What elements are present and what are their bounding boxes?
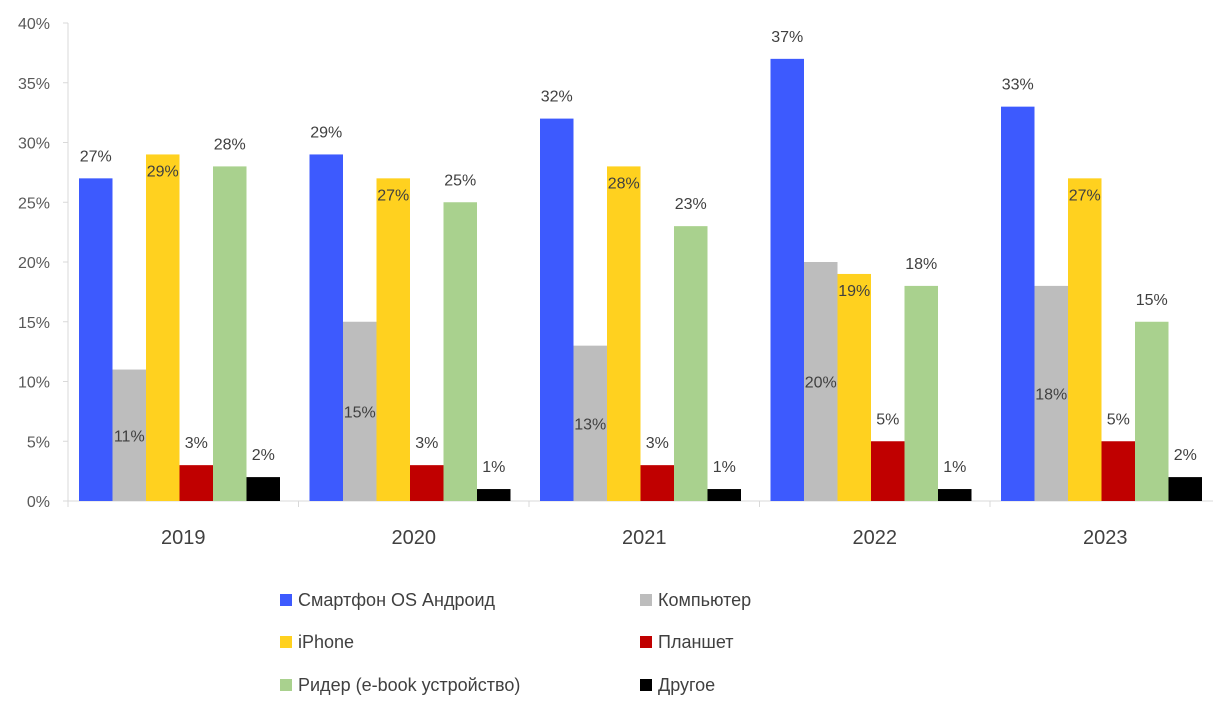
data-label: 18% — [1035, 386, 1067, 403]
legend-label: Другое — [658, 675, 715, 695]
bar — [707, 489, 741, 501]
bar — [804, 262, 838, 501]
bar — [1068, 178, 1102, 501]
bar — [112, 369, 146, 501]
data-label: 33% — [1002, 77, 1034, 94]
x-category-label: 2019 — [161, 527, 206, 549]
data-label: 1% — [713, 459, 736, 476]
data-label: 5% — [876, 411, 899, 428]
data-label: 29% — [310, 124, 342, 141]
bar — [179, 465, 213, 501]
x-category-label: 2022 — [853, 527, 898, 549]
legend-swatch — [640, 594, 652, 606]
bar — [1135, 321, 1169, 501]
legend-label: Смартфон OS Андроид — [298, 590, 496, 610]
bar — [1034, 285, 1068, 501]
legend-label: iPhone — [298, 632, 354, 652]
bar — [146, 154, 180, 501]
legend-swatch — [640, 679, 652, 691]
data-label: 3% — [415, 435, 438, 452]
y-tick-label: 10% — [18, 375, 50, 392]
y-tick-label: 15% — [18, 315, 50, 332]
x-category-label: 2023 — [1083, 527, 1128, 549]
x-category-label: 2021 — [622, 527, 667, 549]
bar — [573, 345, 607, 501]
legend-label: Ридер (e-book устройство) — [298, 675, 520, 695]
data-label: 19% — [838, 283, 870, 300]
bar — [1168, 477, 1202, 501]
bar — [770, 58, 804, 501]
bar — [837, 273, 871, 501]
bar — [213, 166, 247, 501]
data-label: 32% — [541, 89, 573, 106]
bar — [79, 178, 113, 501]
bar — [410, 465, 444, 501]
data-label: 28% — [214, 136, 246, 153]
data-label: 11% — [114, 428, 145, 445]
data-label: 2% — [1174, 447, 1197, 464]
data-label: 3% — [646, 435, 669, 452]
data-label: 15% — [1136, 292, 1168, 309]
legend-swatch — [640, 636, 652, 648]
bar — [477, 489, 511, 501]
y-tick-label: 25% — [18, 195, 50, 212]
bar — [904, 285, 938, 501]
bar — [343, 321, 377, 501]
data-label: 25% — [444, 172, 476, 189]
bar — [1001, 106, 1035, 502]
data-label: 1% — [943, 459, 966, 476]
legend-label: Планшет — [658, 632, 734, 652]
data-label: 3% — [185, 435, 208, 452]
data-label: 20% — [805, 375, 837, 392]
data-label: 1% — [482, 459, 505, 476]
bar — [607, 166, 641, 501]
data-label: 23% — [675, 196, 707, 213]
bar — [938, 489, 972, 501]
data-label: 29% — [147, 163, 179, 180]
bar — [540, 118, 574, 501]
legend-swatch — [280, 679, 292, 691]
data-label: 28% — [608, 175, 640, 192]
legend-label: Компьютер — [658, 590, 751, 610]
y-tick-label: 30% — [18, 136, 50, 153]
data-label: 15% — [344, 404, 376, 421]
bar — [674, 226, 708, 501]
data-label: 27% — [80, 148, 112, 165]
data-label: 37% — [771, 29, 803, 46]
data-label: 27% — [377, 187, 409, 204]
y-tick-label: 20% — [18, 255, 50, 272]
bar — [871, 441, 905, 501]
data-label: 27% — [1069, 187, 1101, 204]
y-tick-label: 40% — [18, 16, 50, 33]
bar — [640, 465, 674, 501]
bar — [309, 154, 343, 501]
legend-swatch — [280, 636, 292, 648]
bar — [1101, 441, 1135, 501]
bar — [376, 178, 410, 501]
data-label: 13% — [574, 416, 606, 433]
y-tick-label: 0% — [27, 494, 50, 511]
legend-swatch — [280, 594, 292, 606]
x-category-label: 2020 — [392, 527, 437, 549]
data-label: 18% — [905, 256, 937, 273]
y-tick-label: 35% — [18, 76, 50, 93]
bar — [443, 202, 477, 501]
bar — [246, 477, 280, 501]
y-tick-label: 5% — [27, 434, 50, 451]
data-label: 5% — [1107, 411, 1130, 428]
data-label: 2% — [252, 447, 275, 464]
